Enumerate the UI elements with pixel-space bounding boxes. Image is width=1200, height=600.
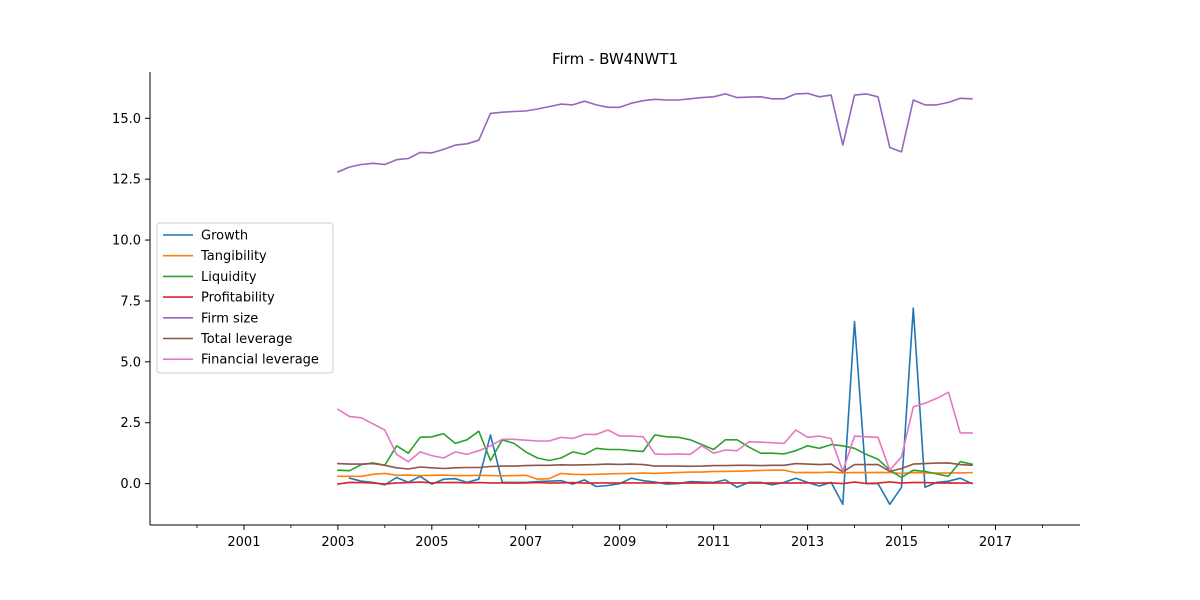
x-tick-label: 2011 [697, 535, 730, 550]
legend-box [156, 222, 334, 374]
series-line-5 [337, 462, 973, 473]
y-axis-ticks: 0.0 2.5 5.0 7.5 10.0 12.5 15.0 [112, 112, 150, 492]
x-tick-label: 2009 [603, 535, 636, 550]
legend-label-3: Profitability [201, 291, 275, 306]
x-tick-label: 2001 [227, 535, 260, 550]
series-line-2 [337, 430, 973, 479]
x-tick-label: 2013 [791, 535, 824, 550]
y-tick-label: 10.0 [112, 234, 141, 249]
series-line-3 [336, 481, 973, 486]
x-tick-label: 2007 [509, 535, 542, 550]
y-tick-label: 15.0 [112, 112, 141, 127]
legend-label-2: Liquidity [201, 270, 257, 285]
x-tick-label: 2017 [979, 535, 1012, 550]
y-tick-label: 2.5 [120, 416, 141, 431]
legend-label-1: Tangibility [200, 249, 267, 264]
chart-title: Firm - BW4NWT1 [552, 50, 678, 68]
series-layer [336, 92, 974, 506]
legend-label-6: Financial leverage [201, 353, 319, 368]
x-tick-label: 2003 [321, 535, 354, 550]
legend-label-4: Firm size [201, 311, 258, 326]
y-tick-label: 12.5 [112, 173, 141, 188]
y-tick-label: 0.0 [120, 477, 141, 492]
y-tick-label: 7.5 [120, 294, 141, 309]
legend: Growth Tangibility Liquidity Profitability F… [156, 222, 334, 374]
x-tick-label: 2015 [885, 535, 918, 550]
x-axis-ticks: 2001 2003 2005 2007 2009 2011 2013 2015 2017 [196, 525, 1043, 550]
series-line-4 [336, 92, 973, 173]
axes-layer [149, 72, 1080, 526]
legend-label-0: Growth [201, 229, 248, 244]
x-tick-label: 2005 [415, 535, 448, 550]
legend-label-5: Total leverage [200, 332, 292, 347]
series-line-6 [336, 391, 973, 473]
y-tick-label: 5.0 [120, 355, 141, 370]
series-line-1 [337, 469, 973, 480]
